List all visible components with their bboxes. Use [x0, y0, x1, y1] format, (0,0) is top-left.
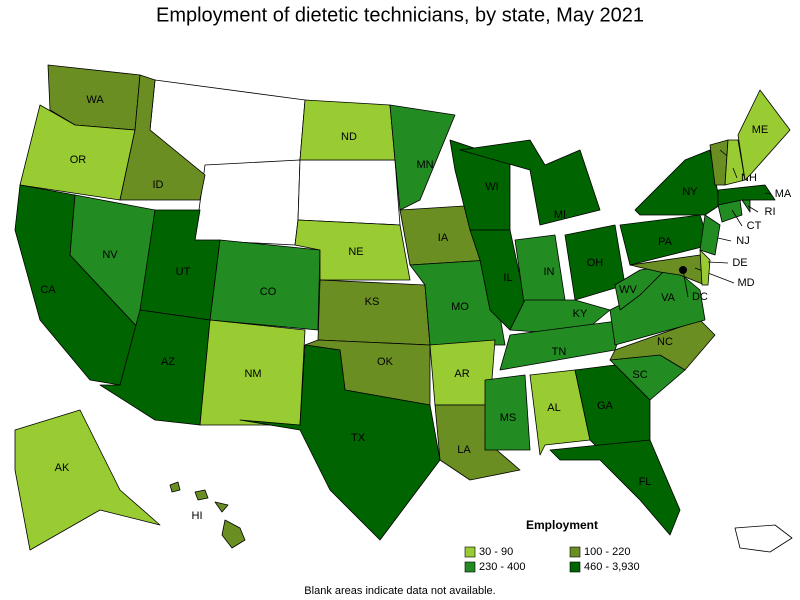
state	[699, 249, 711, 286]
state-label: NY	[682, 186, 698, 198]
state	[529, 369, 591, 456]
state-label: HI	[192, 510, 203, 522]
territory-blank	[734, 524, 793, 553]
state-label: OH	[587, 257, 604, 269]
state	[214, 501, 229, 513]
state-label: AK	[55, 462, 70, 474]
state	[221, 519, 246, 549]
legend-title: Employment	[526, 518, 598, 532]
leader-line	[731, 209, 743, 227]
legend-label: 460 - 3,930	[584, 561, 640, 573]
state-label: NV	[102, 249, 118, 261]
state	[614, 264, 671, 311]
state	[194, 489, 209, 501]
state-label: NJ	[736, 235, 749, 247]
state	[741, 199, 751, 213]
state-label: RI	[765, 206, 776, 218]
state-label: VA	[661, 292, 676, 304]
state-label: IL	[503, 272, 512, 284]
state-label: AR	[454, 368, 469, 380]
leader-line	[764, 192, 772, 195]
state-label: MI	[554, 209, 566, 221]
state-label: DE	[732, 257, 747, 269]
states: WA OR CA NV ID UT AZ CO NM ND NE KS OK TX MN IA MO AR LA WI…	[14, 64, 792, 551]
state-label: MN	[416, 159, 433, 171]
state-label: SC	[632, 369, 647, 381]
legend-swatch	[464, 561, 476, 573]
legend-label: 100 - 220	[584, 546, 630, 558]
state-label: WA	[86, 94, 104, 106]
state-label: ID	[153, 179, 164, 191]
state-label: AZ	[161, 356, 175, 368]
state	[484, 374, 531, 451]
legend-swatch	[464, 546, 476, 558]
state	[389, 104, 456, 211]
state-label: NE	[348, 246, 363, 258]
state-label: IA	[438, 232, 449, 244]
state-label: LA	[457, 444, 471, 456]
state-label: TN	[552, 346, 567, 358]
state	[549, 439, 681, 536]
state	[459, 139, 601, 226]
state-label: DC	[692, 291, 708, 303]
state-label: WV	[619, 284, 637, 296]
map-title: Employment of dietetic technicians, by s…	[156, 4, 644, 26]
state	[317, 279, 431, 346]
state	[239, 344, 441, 541]
state	[737, 89, 791, 181]
legend-swatch	[569, 546, 581, 558]
state-label: PA	[658, 236, 673, 248]
state-label: MS	[500, 412, 517, 424]
state-label: NC	[657, 336, 673, 348]
state-label: KS	[365, 296, 380, 308]
state-label: UT	[176, 266, 191, 278]
legend-label: 230 - 400	[479, 561, 525, 573]
state	[634, 149, 721, 216]
state-label: OK	[377, 356, 394, 368]
state-label: FL	[639, 476, 652, 488]
legend: Employment 30 - 90 100 - 220 230 - 400 460 …	[464, 518, 640, 573]
state-label: OR	[70, 154, 87, 166]
state-label: NM	[244, 368, 261, 380]
state-label: CT	[747, 220, 762, 232]
state-label: IN	[544, 266, 555, 278]
leader-line	[707, 261, 729, 264]
note: Blank areas indicate data not available.	[304, 585, 495, 597]
state-label: MO	[451, 301, 469, 313]
leader-line	[747, 205, 759, 213]
state-label: ND	[341, 131, 357, 143]
legend-label: 30 - 90	[479, 546, 513, 558]
leader-line	[717, 237, 732, 242]
state-label: GA	[597, 400, 614, 412]
state-label: MD	[737, 277, 754, 289]
state-label: TX	[351, 432, 366, 444]
state	[717, 184, 776, 206]
state-blank	[297, 159, 401, 226]
state	[169, 481, 181, 493]
state-label: AL	[547, 402, 560, 414]
leader-line	[732, 167, 738, 179]
state	[119, 74, 206, 201]
state-label: WI	[485, 181, 498, 193]
state	[699, 214, 721, 256]
state	[629, 254, 706, 286]
legend-swatch	[569, 561, 581, 573]
state-label: CA	[40, 284, 56, 296]
state-label: ME	[752, 124, 769, 136]
state	[14, 409, 161, 551]
state-label: MA	[775, 188, 792, 200]
state-blank	[194, 159, 301, 246]
state-label: CO	[260, 286, 277, 298]
leader-line	[682, 269, 689, 298]
state-label: KY	[573, 308, 588, 320]
